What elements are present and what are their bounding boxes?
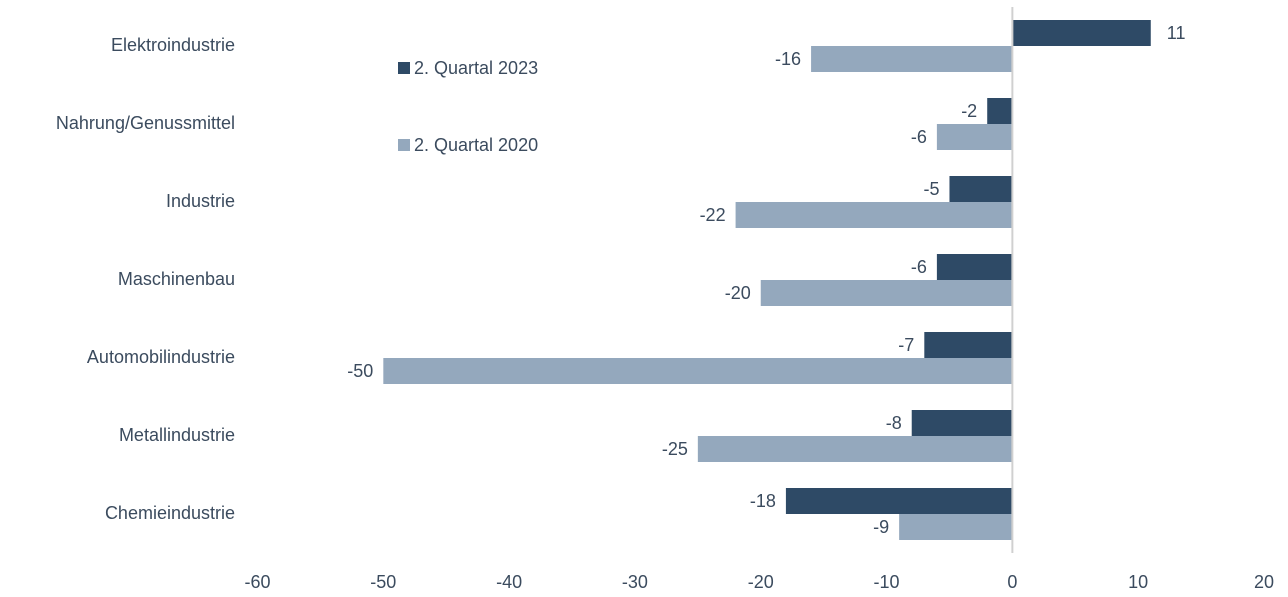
legend-label: 2. Quartal 2023 xyxy=(414,58,538,78)
bar xyxy=(911,410,1013,436)
data-label: -25 xyxy=(662,439,688,459)
bar xyxy=(949,176,1013,202)
data-label: -7 xyxy=(898,335,914,355)
bar xyxy=(899,514,1013,540)
bar xyxy=(760,280,1013,306)
y-tick-label: Automobilindustrie xyxy=(87,347,235,367)
x-tick-label: 20 xyxy=(1254,572,1274,592)
x-tick-label: -20 xyxy=(748,572,774,592)
bar xyxy=(936,254,1013,280)
bar xyxy=(697,436,1013,462)
legend-swatch xyxy=(398,62,410,74)
bar xyxy=(936,124,1013,150)
x-tick-label: -60 xyxy=(244,572,270,592)
bar xyxy=(924,332,1013,358)
data-label: 11 xyxy=(1167,23,1186,43)
bar xyxy=(987,98,1013,124)
y-tick-label: Metallindustrie xyxy=(119,425,235,445)
bar xyxy=(1012,20,1151,46)
x-tick-label: -50 xyxy=(370,572,396,592)
data-label: -16 xyxy=(775,49,801,69)
bar xyxy=(811,46,1013,72)
legend-label: 2. Quartal 2020 xyxy=(414,135,538,155)
y-tick-label: Industrie xyxy=(166,191,235,211)
data-label: -2 xyxy=(961,101,977,121)
data-label: -6 xyxy=(911,257,927,277)
data-label: -18 xyxy=(750,491,776,511)
y-tick-label: Chemieindustrie xyxy=(105,503,235,523)
x-tick-label: 0 xyxy=(1007,572,1017,592)
bar xyxy=(785,488,1013,514)
data-label: -8 xyxy=(886,413,902,433)
data-label: -5 xyxy=(923,179,939,199)
y-tick-label: Nahrung/Genussmittel xyxy=(56,113,235,133)
data-label: -22 xyxy=(700,205,726,225)
data-label: -6 xyxy=(911,127,927,147)
x-tick-label: -30 xyxy=(622,572,648,592)
bar xyxy=(735,202,1013,228)
data-label: -50 xyxy=(347,361,373,381)
data-label: -20 xyxy=(725,283,751,303)
bar xyxy=(383,358,1013,384)
x-tick-label: -40 xyxy=(496,572,522,592)
x-tick-label: 10 xyxy=(1128,572,1148,592)
y-tick-label: Elektroindustrie xyxy=(111,35,235,55)
data-label: -9 xyxy=(873,517,889,537)
y-tick-label: Maschinenbau xyxy=(118,269,235,289)
x-tick-label: -10 xyxy=(874,572,900,592)
legend-swatch xyxy=(398,139,410,151)
